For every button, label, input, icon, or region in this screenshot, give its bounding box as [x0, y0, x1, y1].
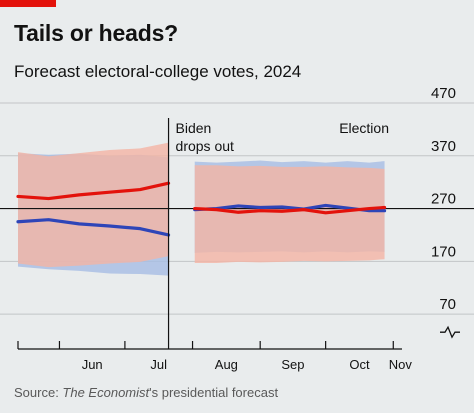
x-tick-label: Jun: [82, 357, 103, 372]
y-tick-label: 470: [431, 85, 456, 102]
y-tick-label: 270: [431, 191, 456, 208]
annotation-dropout: drops out: [176, 138, 234, 154]
chart-title: Tails or heads?: [14, 20, 179, 46]
series-line-republican: [16, 181, 171, 201]
x-tick-label: Sep: [281, 357, 304, 372]
x-tick-label: Oct: [349, 357, 370, 372]
brand-bar: [0, 0, 56, 7]
axis-break-icon: [440, 325, 460, 339]
annotation-election: Election: [339, 120, 389, 136]
confidence-band-republican: [18, 142, 169, 268]
x-tick-label: Nov: [389, 357, 413, 372]
y-tick-label: 70: [439, 296, 456, 313]
x-tick-label: Jul: [150, 357, 167, 372]
series-line-republican: [193, 205, 387, 215]
y-tick-label: 370: [431, 138, 456, 155]
annotation-dropout: Biden: [176, 120, 212, 136]
chart-subtitle: Forecast electoral-college votes, 2024: [14, 62, 302, 81]
series-line-democrat: [16, 218, 171, 237]
confidence-band-republican: [194, 165, 385, 263]
source-note: Source: The Economist's presidential for…: [14, 385, 279, 400]
y-tick-label: 170: [431, 243, 456, 260]
x-tick-label: Aug: [215, 357, 238, 372]
